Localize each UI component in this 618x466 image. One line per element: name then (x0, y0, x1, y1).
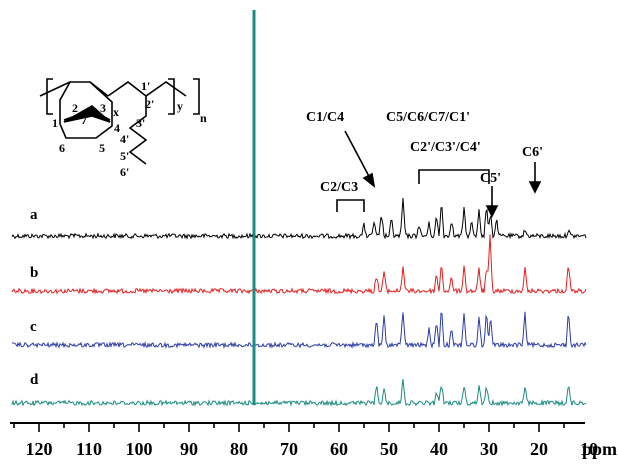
spectrum-trace-c (12, 311, 587, 350)
structure-label: 5 (99, 141, 105, 155)
structure-label: 6 (59, 141, 65, 155)
annotation-marks (336, 130, 542, 218)
chemical-structure (39, 78, 200, 165)
x-tick-label: 100 (126, 439, 153, 459)
structure-label: 1' (141, 79, 150, 93)
repeat-bracket-right (193, 78, 200, 115)
x-tick-label: 80 (230, 439, 248, 459)
x-tick-label: 60 (330, 439, 348, 459)
structure-label: 3 (100, 101, 106, 115)
x-tick-label: 70 (280, 439, 298, 459)
x-axis-label: ppm (582, 439, 617, 459)
repeat-bracket-left (46, 78, 53, 115)
trace-label-d: d (30, 372, 39, 388)
spectrum-trace-a (11, 197, 587, 240)
x-tick-label: 110 (76, 439, 102, 459)
arrowhead-c6-prime (528, 181, 542, 194)
structure-label: 2 (72, 101, 78, 115)
structure-label: 3' (136, 116, 145, 130)
backbone-right-bond (89, 81, 109, 97)
bracket-c5-group (418, 169, 490, 184)
annotation-c2-c3-c4-prime: C2'/C3'/C4' (410, 140, 481, 155)
trace-label-c: c (30, 319, 37, 335)
structure-label: 7 (81, 113, 87, 127)
backbone-left-bond (39, 81, 71, 97)
x-tick-label: 30 (480, 439, 498, 459)
structure-label: x (113, 105, 119, 119)
structure-label: 5' (120, 149, 129, 163)
x-tick-label: 40 (430, 439, 448, 459)
trace-label-a: a (30, 207, 38, 223)
structure-label: n (200, 111, 207, 125)
x-axis-ticks: 120 110 100 90 80 70 60 50 40 30 20 10 (13, 423, 598, 459)
annotation-c2-c3: C2/C3 (320, 180, 358, 195)
x-tick-label: 20 (530, 439, 548, 459)
x-tick-label: 50 (380, 439, 398, 459)
trace-label-b: b (30, 265, 38, 281)
arrowhead-c1-c4 (362, 172, 376, 188)
spectrum-trace-b (11, 234, 587, 295)
trace-labels: a b c d (30, 207, 39, 388)
x-tick-label: 120 (26, 439, 53, 459)
arrow-c1-c4 (344, 130, 373, 183)
structure-label: y (177, 99, 183, 113)
repeat-bracket-middle (168, 78, 175, 115)
structure-label: 1 (52, 116, 58, 130)
annotation-c1-c4: C1/C4 (306, 110, 344, 125)
structure-labels: 2 3 x 1' 2' y n 7 1 4 3' 6 5 4' 5' 6' (52, 79, 207, 179)
bridge-wedge (63, 105, 111, 123)
arrowhead-c5-prime (485, 205, 499, 218)
annotation-c5-c6-c7-c1: C5/C6/C7/C1' (386, 110, 470, 125)
x-tick-label: 90 (180, 439, 198, 459)
structure-label: 4' (120, 132, 129, 146)
annotation-c6-prime: C6' (522, 145, 543, 160)
x-tick-label: 10 (580, 439, 598, 459)
structure-label: 4 (114, 121, 120, 135)
structure-label: 6' (120, 165, 129, 179)
solvent-peak-line (252, 10, 256, 405)
bracket-c2-c3 (336, 199, 365, 212)
spectra-traces (11, 10, 587, 407)
spectrum-trace-d (11, 378, 587, 407)
annotation-c5-prime: C5' (480, 171, 501, 186)
structure-label: 2' (145, 97, 154, 111)
peak-annotations: C1/C4 C5/C6/C7/C1' C2'/C3'/C4' C2/C3 C5'… (306, 110, 543, 195)
butyl-chain (128, 96, 148, 165)
